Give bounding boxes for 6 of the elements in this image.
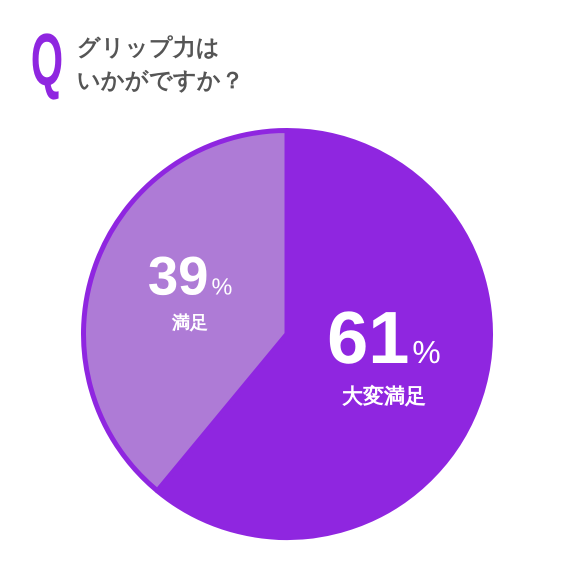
- value-label: 61%: [327, 296, 441, 379]
- title: グリップ力はいかがですか？: [77, 35, 244, 94]
- annotation: Q: [30, 18, 64, 102]
- category-label: 満足: [172, 313, 208, 334]
- category-label: 大変満足: [342, 384, 426, 408]
- value-label: 39%: [148, 246, 232, 307]
